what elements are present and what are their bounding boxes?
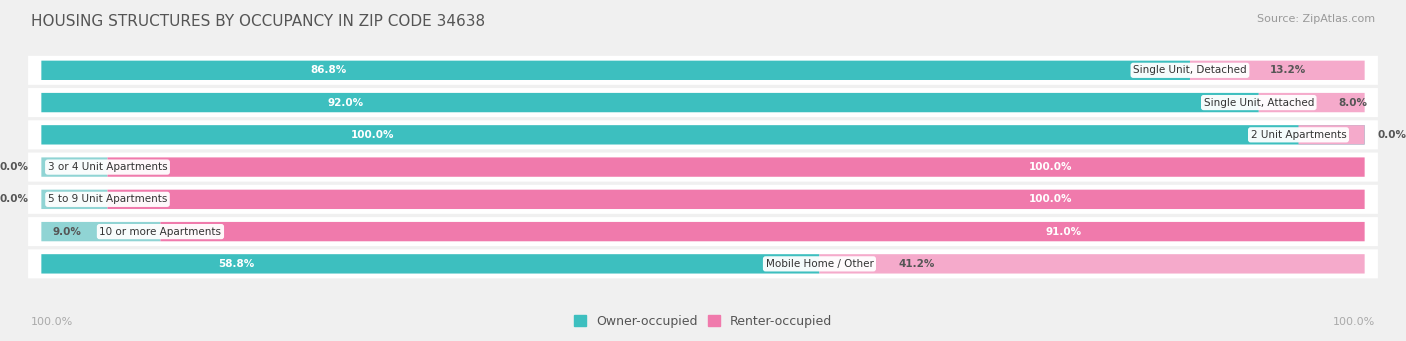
Text: 0.0%: 0.0% [0,194,28,204]
Text: Single Unit, Detached: Single Unit, Detached [1133,65,1247,75]
Text: 100.0%: 100.0% [350,130,394,140]
Text: 0.0%: 0.0% [0,162,28,172]
FancyBboxPatch shape [41,125,1365,145]
FancyBboxPatch shape [107,190,1365,209]
FancyBboxPatch shape [41,61,1189,80]
Text: 100.0%: 100.0% [31,317,73,327]
Text: 13.2%: 13.2% [1270,65,1306,75]
FancyBboxPatch shape [28,120,1378,149]
Text: HOUSING STRUCTURES BY OCCUPANCY IN ZIP CODE 34638: HOUSING STRUCTURES BY OCCUPANCY IN ZIP C… [31,14,485,29]
Text: 91.0%: 91.0% [1046,227,1081,237]
Text: 10 or more Apartments: 10 or more Apartments [100,227,222,237]
Text: 86.8%: 86.8% [311,65,347,75]
FancyBboxPatch shape [28,56,1378,85]
Text: 100.0%: 100.0% [1029,162,1073,172]
Text: 100.0%: 100.0% [1029,194,1073,204]
FancyBboxPatch shape [28,152,1378,182]
Text: 8.0%: 8.0% [1339,98,1367,107]
Text: 41.2%: 41.2% [898,259,935,269]
Text: 0.0%: 0.0% [1378,130,1406,140]
Legend: Owner-occupied, Renter-occupied: Owner-occupied, Renter-occupied [568,310,838,333]
Text: 5 to 9 Unit Apartments: 5 to 9 Unit Apartments [48,194,167,204]
FancyBboxPatch shape [1258,93,1365,112]
FancyBboxPatch shape [41,158,107,177]
FancyBboxPatch shape [1299,125,1365,145]
FancyBboxPatch shape [28,185,1378,214]
Text: 58.8%: 58.8% [218,259,254,269]
FancyBboxPatch shape [41,222,160,241]
Text: Source: ZipAtlas.com: Source: ZipAtlas.com [1257,14,1375,24]
FancyBboxPatch shape [41,254,820,273]
FancyBboxPatch shape [107,158,1365,177]
Text: 100.0%: 100.0% [1333,317,1375,327]
Text: 92.0%: 92.0% [328,98,364,107]
FancyBboxPatch shape [160,222,1365,241]
FancyBboxPatch shape [1189,61,1365,80]
Text: 3 or 4 Unit Apartments: 3 or 4 Unit Apartments [48,162,167,172]
Text: 9.0%: 9.0% [52,227,82,237]
FancyBboxPatch shape [41,190,107,209]
FancyBboxPatch shape [820,254,1365,273]
FancyBboxPatch shape [28,88,1378,117]
FancyBboxPatch shape [28,249,1378,278]
FancyBboxPatch shape [28,217,1378,246]
Text: Mobile Home / Other: Mobile Home / Other [765,259,873,269]
Text: Single Unit, Attached: Single Unit, Attached [1204,98,1315,107]
Text: 2 Unit Apartments: 2 Unit Apartments [1250,130,1347,140]
FancyBboxPatch shape [41,93,1258,112]
